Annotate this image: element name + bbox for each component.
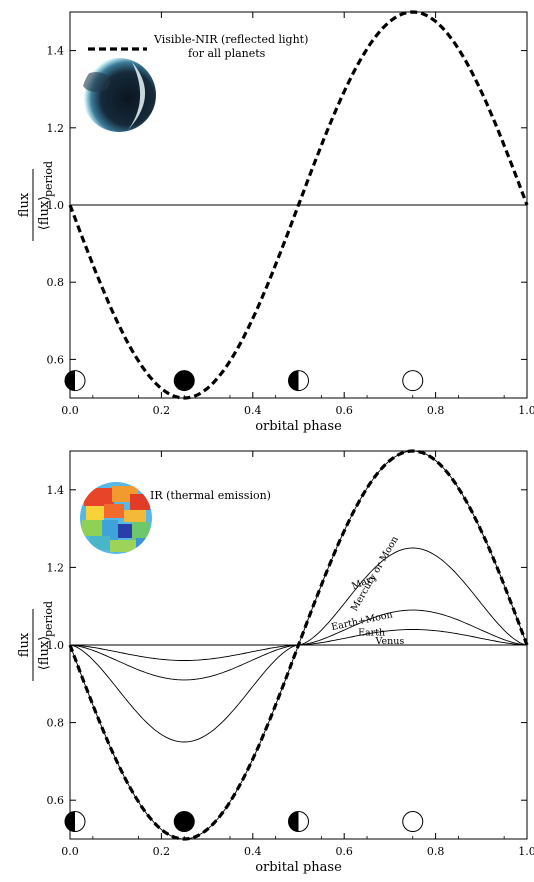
phase-icon-half-left-dark (289, 812, 309, 832)
half-phase-dark-side (65, 812, 75, 832)
x-tick-label: 0.0 (61, 404, 79, 417)
phase-icon-new (174, 812, 194, 832)
x-tick-label: 0.6 (335, 845, 353, 858)
y-tick-label: 1.4 (47, 484, 65, 497)
y-tick-label: 0.6 (47, 353, 65, 366)
legend-label-line2: for all planets (188, 47, 266, 60)
phase-icon-full (403, 371, 423, 391)
x-tick-label: 0.2 (153, 845, 171, 858)
phase-icon-new (174, 371, 194, 391)
new-phase-disc (174, 812, 194, 832)
x-axis-title: orbital phase (255, 860, 342, 875)
x-tick-label: 0.4 (244, 404, 262, 417)
y-axis-title: flux ⟨flux⟩period (17, 161, 55, 241)
y-tick-label: 0.8 (47, 717, 65, 730)
x-tick-label: 0.8 (427, 845, 445, 858)
y-tick-label: 1.2 (47, 122, 65, 135)
x-tick-label: 0.0 (61, 845, 79, 858)
thermal-map-image (80, 482, 152, 554)
y-axis-title-numerator: flux (17, 632, 32, 657)
y-axis-title-subscript: period (42, 161, 55, 197)
venus-label: Venus (375, 636, 405, 647)
full-phase-disc (403, 371, 423, 391)
y-axis-title-denominator: ⟨flux⟩ (37, 196, 52, 231)
y-tick-label: 1.4 (47, 45, 65, 58)
new-phase-disc (174, 371, 194, 391)
half-phase-dark-side (65, 371, 75, 391)
phase-icon-half-left-dark (65, 371, 85, 391)
y-axis-title: flux ⟨flux⟩period (17, 601, 55, 681)
x-tick-label: 0.6 (335, 404, 353, 417)
y-tick-label: 0.6 (47, 794, 65, 807)
x-tick-label: 0.4 (244, 845, 262, 858)
y-axis-title-numerator: flux (17, 192, 32, 217)
x-tick-label: 1.0 (518, 845, 534, 858)
phase-icon-half-left-dark (65, 812, 85, 832)
x-axis-title: orbital phase (255, 419, 342, 434)
half-phase-dark-side (289, 371, 299, 391)
legend-label: IR (thermal emission) (150, 489, 271, 502)
y-axis-title-subscript: period (42, 601, 55, 637)
x-tick-label: 1.0 (518, 404, 534, 417)
phase-icon-half-left-dark (289, 371, 309, 391)
phase-icon-full (403, 812, 423, 832)
half-phase-dark-side (289, 812, 299, 832)
x-tick-label: 0.2 (153, 404, 171, 417)
earth-crescent-image (82, 58, 156, 132)
legend-label: Visible-NIR (reflected light) (153, 33, 308, 46)
y-tick-label: 0.8 (47, 276, 65, 289)
full-phase-disc (403, 812, 423, 832)
x-tick-label: 0.8 (427, 404, 445, 417)
y-axis-title-denominator: ⟨flux⟩ (37, 636, 52, 671)
mercury-or-moon-label: Mercury or Moon (349, 534, 401, 613)
y-tick-label: 1.2 (47, 561, 65, 574)
